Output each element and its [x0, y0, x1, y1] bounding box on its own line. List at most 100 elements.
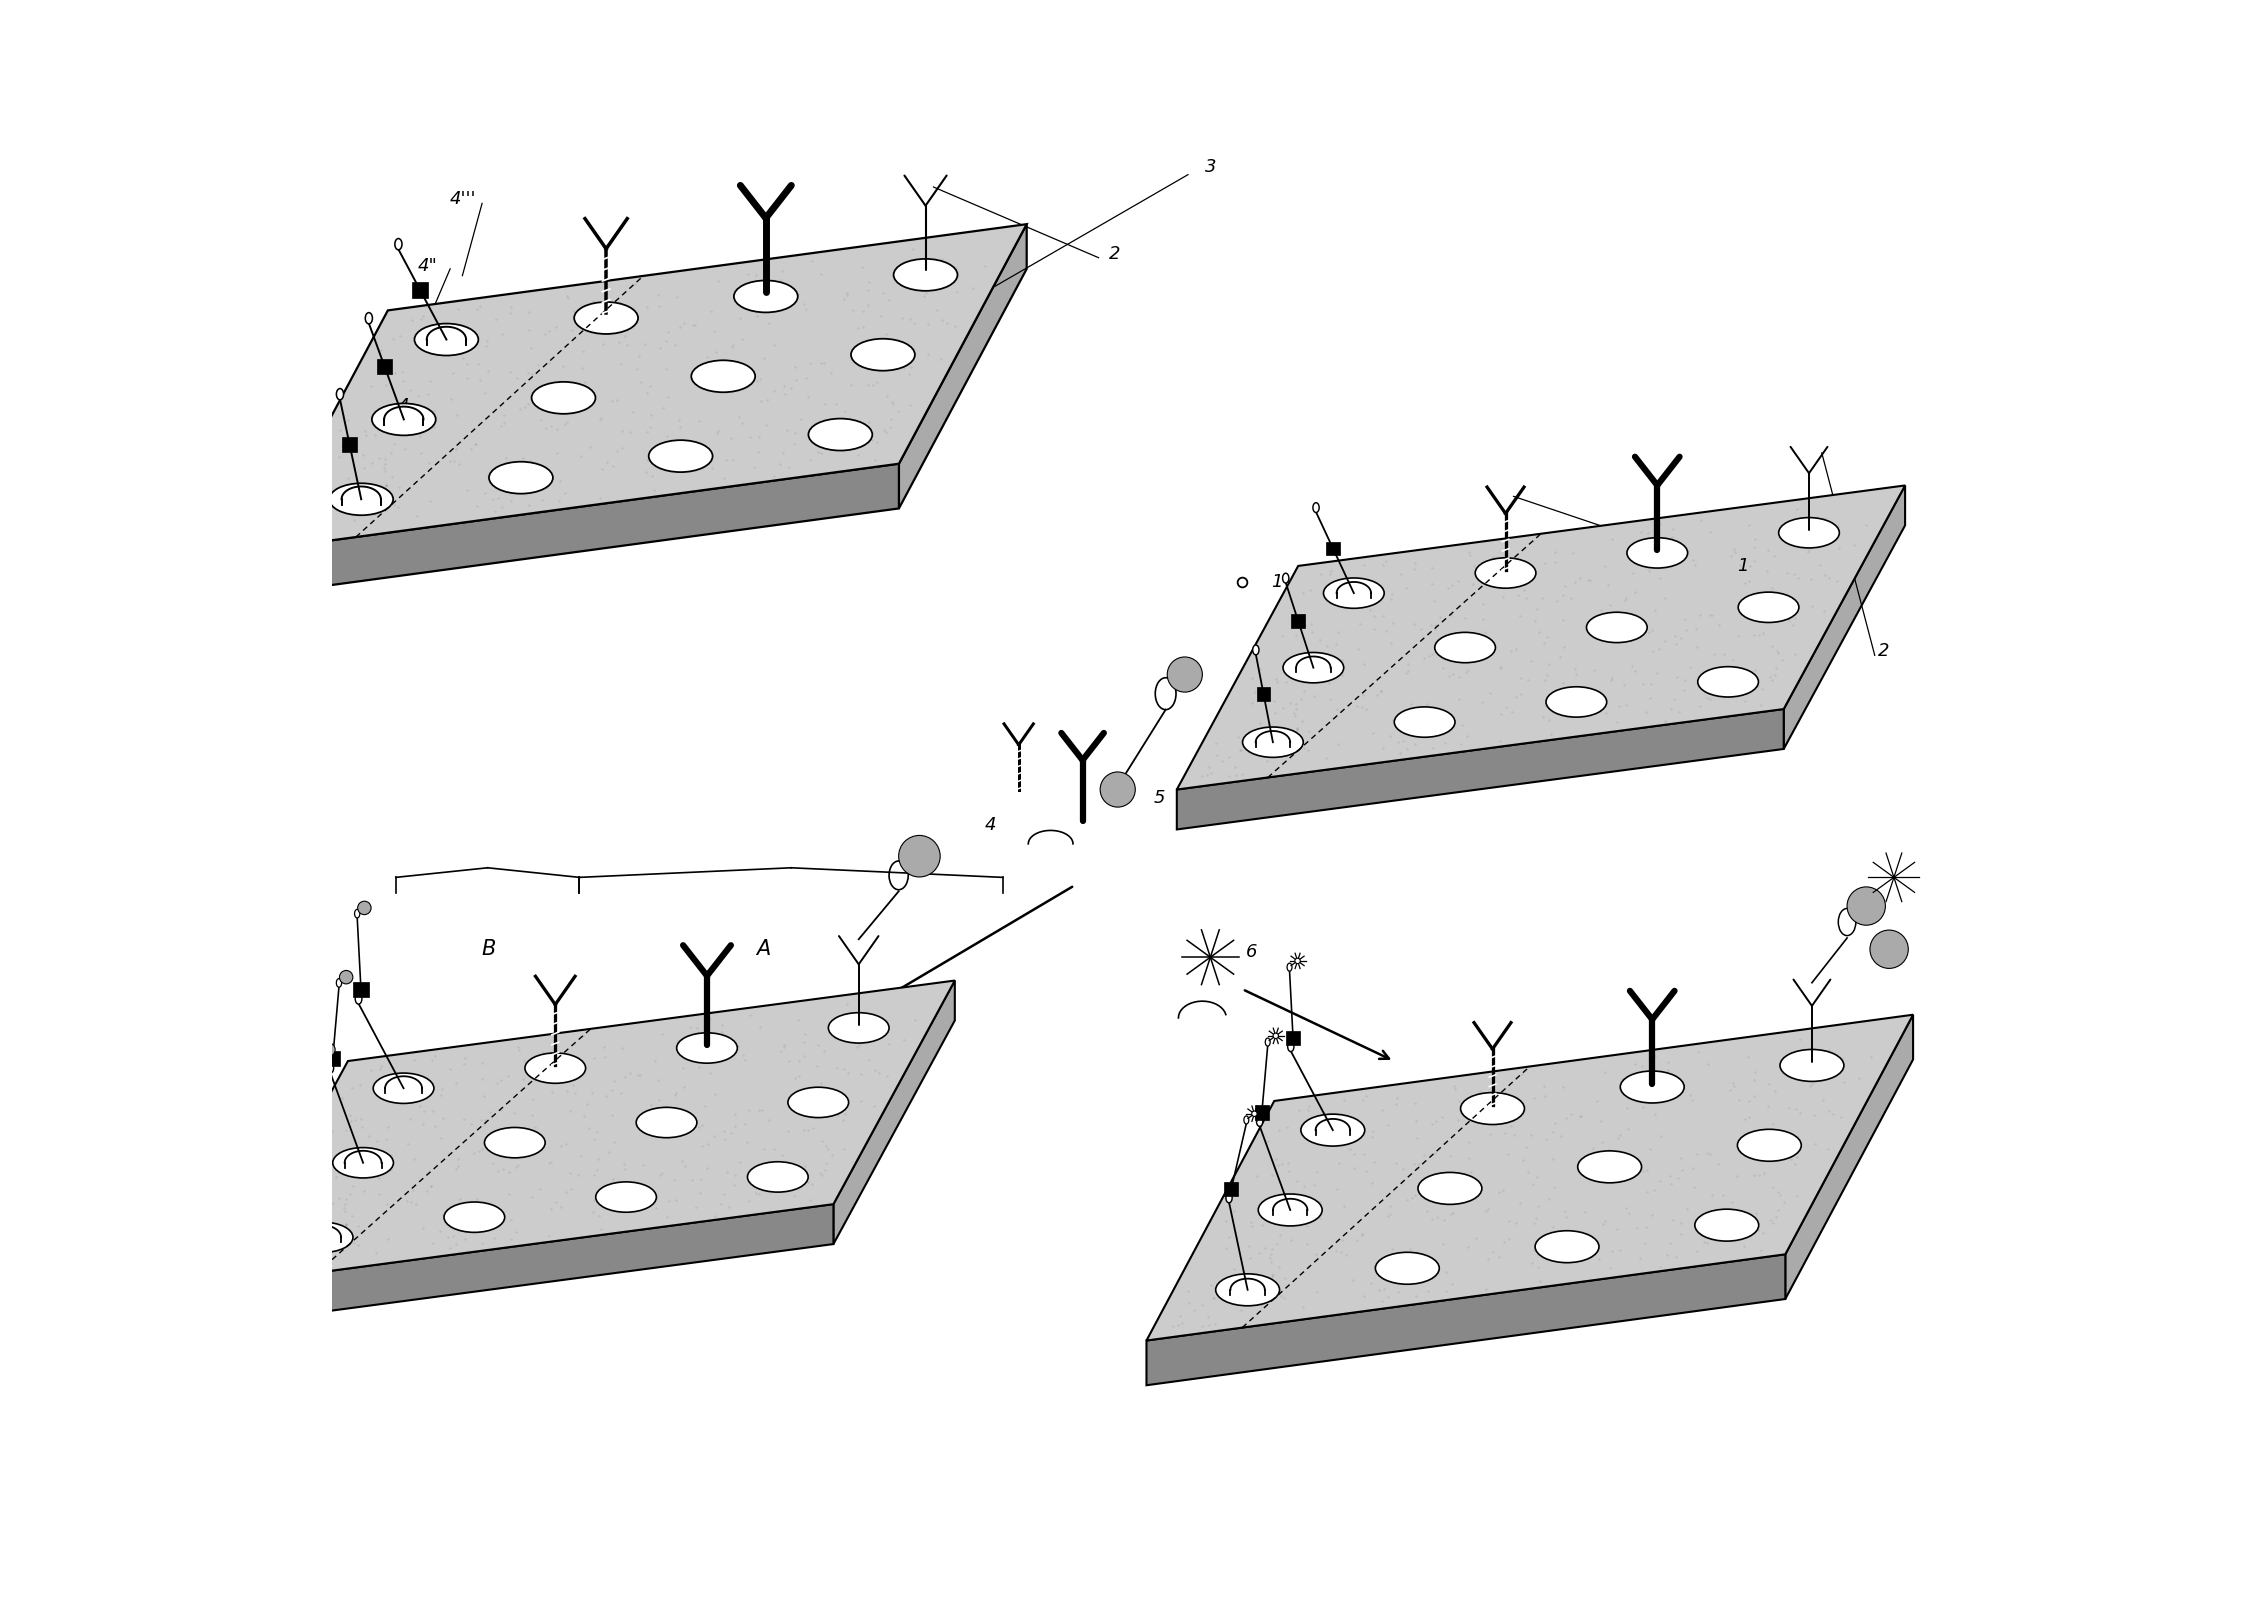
Ellipse shape — [1838, 909, 1856, 936]
Ellipse shape — [1282, 574, 1289, 583]
Ellipse shape — [1696, 1210, 1759, 1240]
Ellipse shape — [1289, 1042, 1293, 1052]
Ellipse shape — [787, 1087, 848, 1118]
Text: 1: 1 — [1271, 574, 1282, 591]
Ellipse shape — [1739, 593, 1800, 622]
Ellipse shape — [1395, 707, 1456, 738]
Bar — [1223, 1182, 1239, 1195]
Text: 4: 4 — [984, 815, 995, 833]
Ellipse shape — [330, 483, 393, 516]
Ellipse shape — [1375, 1252, 1440, 1284]
Ellipse shape — [692, 361, 755, 391]
Ellipse shape — [319, 1050, 323, 1060]
Ellipse shape — [1253, 644, 1259, 654]
Ellipse shape — [414, 324, 479, 356]
Circle shape — [1101, 772, 1135, 807]
Ellipse shape — [1257, 1116, 1262, 1126]
Polygon shape — [900, 224, 1026, 509]
Text: 5: 5 — [1153, 788, 1164, 807]
Ellipse shape — [1578, 1150, 1641, 1182]
Text: B: B — [482, 939, 495, 959]
Text: A: A — [755, 939, 771, 959]
Ellipse shape — [1314, 503, 1318, 512]
Bar — [1291, 614, 1305, 628]
Ellipse shape — [1244, 727, 1302, 757]
Text: 3: 3 — [1205, 158, 1216, 176]
Ellipse shape — [748, 1162, 807, 1192]
Bar — [412, 282, 427, 298]
Ellipse shape — [443, 1202, 504, 1232]
Text: 4: 4 — [398, 398, 409, 416]
Circle shape — [1253, 1112, 1257, 1116]
Ellipse shape — [1461, 1092, 1524, 1124]
Circle shape — [339, 970, 353, 984]
Circle shape — [357, 901, 371, 915]
Bar — [378, 359, 391, 374]
Bar — [298, 1121, 312, 1137]
Circle shape — [1167, 657, 1203, 693]
Ellipse shape — [332, 1147, 393, 1178]
Ellipse shape — [366, 313, 373, 324]
Ellipse shape — [893, 259, 956, 292]
Polygon shape — [1784, 485, 1906, 749]
Text: 2: 2 — [1108, 245, 1119, 264]
Ellipse shape — [488, 462, 554, 493]
Ellipse shape — [1736, 1129, 1802, 1162]
Ellipse shape — [1225, 1194, 1232, 1203]
Ellipse shape — [828, 1013, 889, 1042]
Circle shape — [1273, 1033, 1277, 1039]
Ellipse shape — [531, 382, 595, 414]
Ellipse shape — [735, 280, 798, 313]
Polygon shape — [1176, 485, 1906, 789]
Bar — [326, 1050, 341, 1066]
Ellipse shape — [1535, 1231, 1599, 1263]
Ellipse shape — [1628, 538, 1687, 569]
Ellipse shape — [1244, 1116, 1248, 1124]
Circle shape — [898, 836, 941, 876]
Text: 4': 4' — [427, 325, 443, 343]
Ellipse shape — [1436, 633, 1495, 662]
Ellipse shape — [1547, 686, 1608, 717]
Polygon shape — [260, 224, 1026, 549]
Ellipse shape — [649, 440, 712, 472]
Text: 1: 1 — [1736, 557, 1750, 575]
Ellipse shape — [1323, 578, 1384, 609]
Ellipse shape — [298, 1134, 305, 1144]
Ellipse shape — [595, 1182, 656, 1211]
Polygon shape — [1786, 1015, 1913, 1298]
Bar — [341, 437, 357, 453]
Ellipse shape — [1216, 1274, 1280, 1307]
Ellipse shape — [676, 1033, 737, 1063]
Circle shape — [1296, 959, 1300, 963]
Ellipse shape — [1300, 1115, 1366, 1145]
Ellipse shape — [525, 1054, 586, 1083]
Polygon shape — [226, 1203, 834, 1324]
Ellipse shape — [635, 1107, 696, 1137]
Ellipse shape — [1155, 678, 1176, 710]
Ellipse shape — [1287, 963, 1291, 971]
Ellipse shape — [371, 403, 436, 435]
Polygon shape — [260, 464, 900, 594]
Ellipse shape — [1282, 652, 1343, 683]
Ellipse shape — [373, 1073, 434, 1104]
Ellipse shape — [850, 338, 916, 371]
Ellipse shape — [889, 860, 909, 889]
Bar — [1257, 688, 1271, 701]
Text: 6: 6 — [1246, 944, 1257, 962]
Ellipse shape — [328, 1063, 335, 1073]
Text: 4": 4" — [418, 256, 439, 275]
Ellipse shape — [1621, 1071, 1684, 1104]
Polygon shape — [1146, 1255, 1786, 1385]
Ellipse shape — [396, 238, 402, 250]
Bar — [1287, 1031, 1300, 1046]
Ellipse shape — [1266, 1037, 1271, 1046]
Polygon shape — [1146, 1015, 1913, 1340]
Ellipse shape — [1698, 667, 1759, 698]
Ellipse shape — [809, 419, 873, 451]
Polygon shape — [1176, 709, 1784, 830]
Ellipse shape — [355, 994, 362, 1004]
Polygon shape — [834, 981, 954, 1244]
Text: 4''': 4''' — [450, 190, 477, 208]
Bar — [1255, 1105, 1268, 1120]
Ellipse shape — [484, 1128, 545, 1158]
